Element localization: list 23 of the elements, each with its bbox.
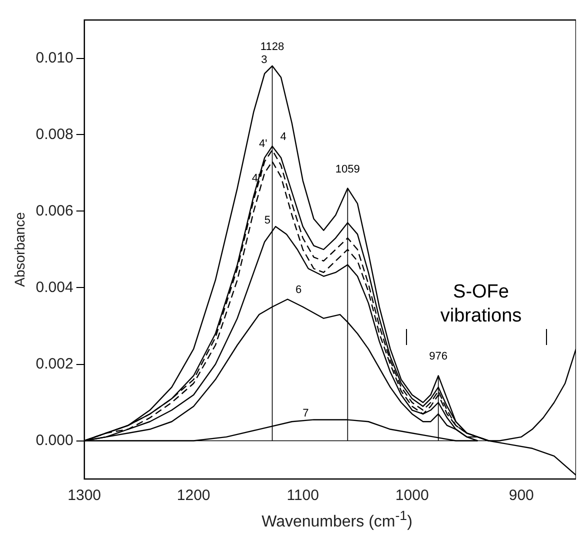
y-axis-title: Absorbance [11, 212, 28, 287]
ref-line-label: 976 [429, 350, 448, 363]
series-label: 5 [264, 214, 271, 227]
series-label: 4 [280, 131, 286, 144]
series-label: 3 [261, 54, 268, 66]
y-tick-label: 0.010 [36, 49, 74, 66]
x-tick-label: 1100 [286, 487, 319, 504]
series-label: 6 [296, 284, 302, 296]
ref-line-label: 1059 [335, 163, 360, 176]
x-tick-label: 1200 [176, 487, 210, 504]
y-tick-label: 0.006 [36, 202, 74, 220]
y-tick-label: 0.000 [36, 432, 74, 449]
y-tick-label: 0.008 [36, 126, 74, 143]
series-label: 4' [259, 138, 268, 150]
x-tick-label: 1300 [68, 487, 102, 504]
y-tick-label: 0.002 [36, 355, 74, 372]
x-tick-label: 1000 [395, 487, 429, 504]
x-tick-label: 900 [508, 487, 534, 504]
ref-line-label: 1128 [260, 40, 284, 53]
annotation: S-OFe vibrations [440, 281, 522, 326]
y-tick-label: 0.004 [36, 278, 74, 296]
x-axis-title: Wavenumbers (cm$^{-1}$) [260, 508, 414, 532]
series-label: 7 [302, 408, 309, 420]
